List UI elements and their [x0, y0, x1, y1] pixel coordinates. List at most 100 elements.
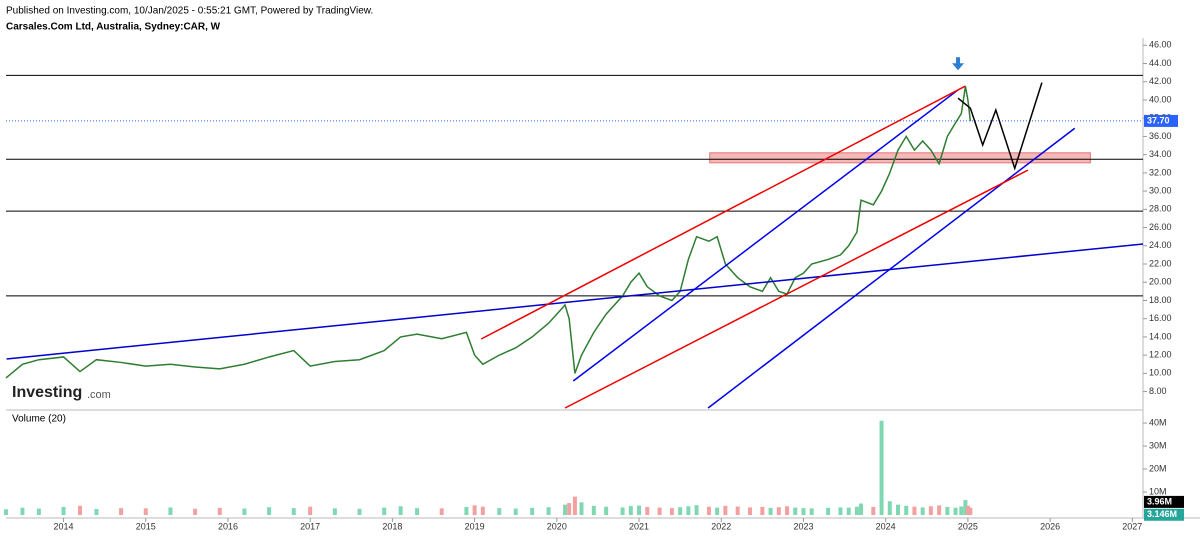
volume-bar [826, 507, 831, 515]
volume-bar [61, 506, 66, 515]
x-tick-label: 2023 [793, 521, 813, 531]
y-tick-label: 22.00 [1149, 258, 1172, 268]
published-note: Published on Investing.com, 10/Jan/2025 … [6, 6, 373, 17]
y-tick-label: 12.00 [1149, 350, 1172, 360]
volume-bar [694, 505, 699, 515]
volume-bar [439, 508, 444, 515]
volume-bar [879, 420, 884, 515]
volume-bar [4, 509, 8, 515]
volume-bar [953, 507, 958, 515]
volume-bar [735, 506, 740, 515]
volume-bar [846, 507, 851, 515]
x-tick-label: 2026 [1040, 521, 1060, 531]
volume-bar [669, 508, 674, 515]
volume-bar [678, 507, 683, 515]
volume-bar [591, 505, 596, 515]
volume-bar [94, 509, 99, 515]
x-tick-label: 2014 [54, 521, 74, 531]
volume-bar [36, 508, 41, 515]
symbol-title: Carsales.Com Ltd, Australia, Sydney:CAR,… [6, 22, 221, 33]
volume-bar [912, 506, 917, 515]
y-tick-label: 44.00 [1149, 58, 1172, 68]
volume-title: Volume (20) [12, 414, 66, 425]
trendline [6, 243, 1144, 360]
volume-bar [620, 507, 625, 515]
volume-bar [579, 502, 584, 515]
volume-bar [546, 507, 551, 515]
volume-bar [871, 506, 876, 515]
y-tick-label: 46.00 [1149, 40, 1172, 50]
volume-bar [715, 507, 720, 515]
y-tick-label: 18.00 [1149, 295, 1172, 305]
volume-tick-label: 30M [1149, 440, 1167, 450]
last-price-box [1144, 114, 1178, 127]
volume-bar [801, 508, 806, 515]
volume-tick-label: 10M [1149, 486, 1167, 496]
volume-bar [904, 505, 909, 515]
y-tick-label: 34.00 [1149, 149, 1172, 159]
volume-bar [308, 506, 313, 515]
volume-bar [657, 507, 662, 515]
volume-bar [567, 503, 572, 515]
x-tick-label: 2019 [465, 521, 485, 531]
volume-bar [357, 508, 362, 515]
y-tick-label: 36.00 [1149, 131, 1172, 141]
volume-tick-label: 40M [1149, 417, 1167, 427]
volume-bar [723, 505, 728, 515]
y-tick-label: 30.00 [1149, 185, 1172, 195]
volume-bar [513, 508, 518, 515]
volume-bar [168, 507, 173, 515]
x-tick-label: 2017 [300, 521, 320, 531]
volume-bar [945, 506, 950, 515]
volume-bar [604, 506, 609, 515]
x-tick-label: 2027 [1122, 521, 1142, 531]
volume-bar [291, 508, 296, 515]
volume-bar [217, 507, 222, 515]
volume-bar [193, 508, 198, 515]
volume-tick-label: 20M [1149, 463, 1167, 473]
volume-bar [768, 507, 773, 515]
volume-bar [838, 507, 843, 515]
x-tick-label: 2022 [711, 521, 731, 531]
y-tick-label: 26.00 [1149, 222, 1172, 232]
volume-bar [143, 508, 148, 515]
volume-bar [706, 506, 711, 515]
volume-bar [119, 508, 124, 515]
x-tick-label: 2018 [382, 521, 402, 531]
y-tick-label: 24.00 [1149, 240, 1172, 250]
volume-bar [563, 504, 568, 515]
volume-bar [968, 507, 973, 515]
volume-label-box [1144, 495, 1184, 508]
x-tick-label: 2024 [876, 521, 896, 531]
y-tick-label: 10.00 [1149, 368, 1172, 378]
volume-bar [793, 507, 798, 515]
volume-label: 3.96M [1147, 496, 1172, 506]
volume-bar [472, 505, 477, 515]
trendline [957, 82, 1043, 171]
trendline [707, 127, 1076, 409]
volume-bar [572, 496, 577, 515]
volume-bar [959, 506, 964, 515]
watermark: Investing [12, 384, 82, 401]
trendline [572, 89, 959, 382]
x-tick-label: 2021 [629, 521, 649, 531]
volume-bar [686, 506, 691, 515]
y-tick-label: 14.00 [1149, 331, 1172, 341]
volume-bar [859, 503, 864, 515]
last-price-label: 37.70 [1147, 115, 1170, 125]
volume-bar [382, 507, 387, 515]
watermark-suffix: .com [87, 389, 111, 401]
trendline [564, 169, 1029, 409]
volume-bar [464, 506, 469, 515]
volume-bar [937, 505, 942, 515]
volume-bar [785, 506, 790, 515]
volume-bar [77, 505, 82, 515]
support-zone [709, 152, 1091, 164]
volume-bar [920, 507, 925, 515]
y-tick-label: 16.00 [1149, 313, 1172, 323]
y-tick-label: 28.00 [1149, 204, 1172, 214]
volume-bar [415, 508, 420, 515]
volume-bar [267, 507, 272, 515]
trendline [480, 85, 966, 340]
